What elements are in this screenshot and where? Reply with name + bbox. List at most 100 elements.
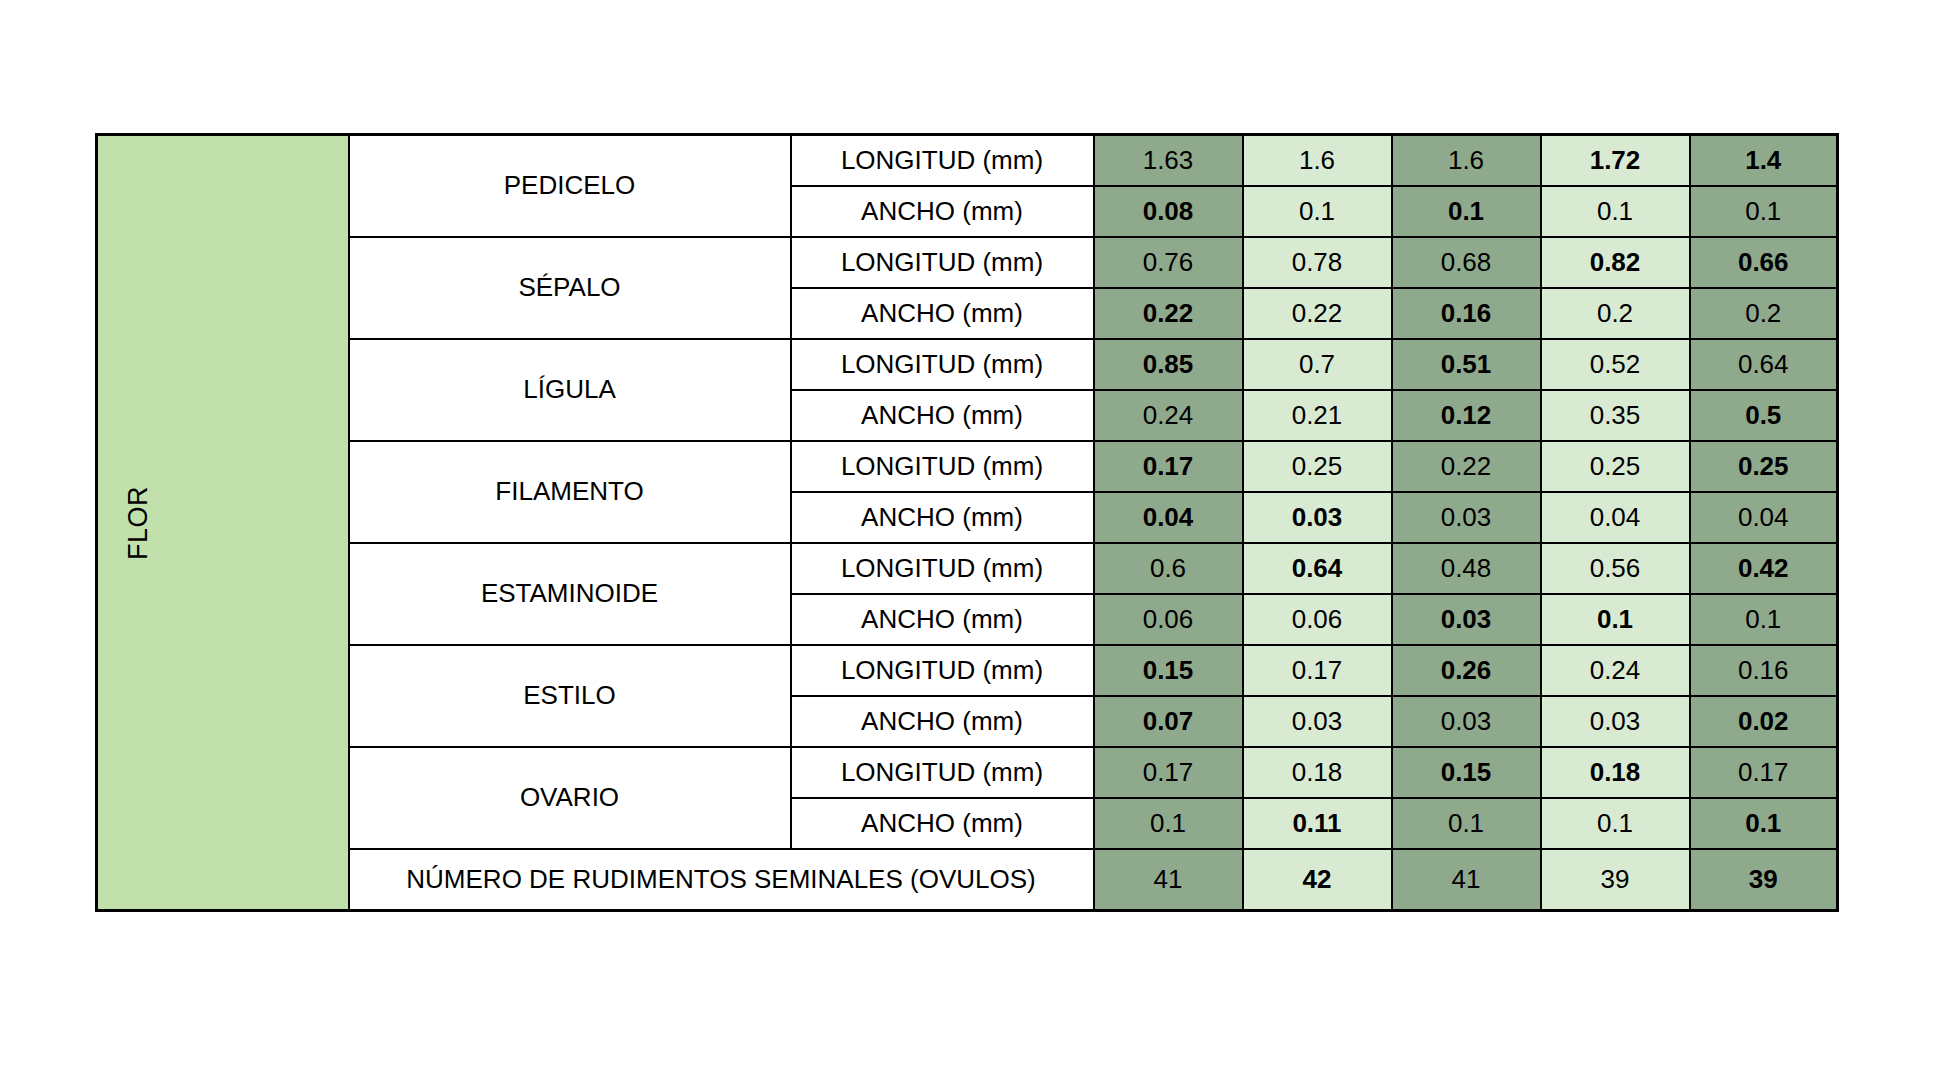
part-name-cell: LÍGULA (349, 339, 791, 441)
value-cell: 0.04 (1541, 492, 1690, 543)
value-cell: 0.25 (1243, 441, 1392, 492)
measure-label-cell: ANCHO (mm) (791, 798, 1094, 849)
table-row: ESTAMINOIDELONGITUD (mm)0.60.640.480.560… (97, 543, 1838, 594)
part-name-cell: ESTILO (349, 645, 791, 747)
value-cell: 0.16 (1392, 288, 1541, 339)
value-cell: 0.06 (1094, 594, 1243, 645)
part-name-cell: SÉPALO (349, 237, 791, 339)
value-cell: 0.1 (1243, 186, 1392, 237)
value-cell: 0.18 (1541, 747, 1690, 798)
value-cell: 0.1 (1690, 594, 1838, 645)
value-cell: 0.22 (1392, 441, 1541, 492)
measure-label-cell: LONGITUD (mm) (791, 645, 1094, 696)
value-cell: 42 (1243, 849, 1392, 911)
value-cell: 0.17 (1690, 747, 1838, 798)
flower-table-body: FLORPEDICELOLONGITUD (mm)1.631.61.61.721… (97, 135, 1838, 911)
value-cell: 0.04 (1690, 492, 1838, 543)
table-row: OVARIOLONGITUD (mm)0.170.180.150.180.17 (97, 747, 1838, 798)
value-cell: 0.64 (1243, 543, 1392, 594)
value-cell: 0.21 (1243, 390, 1392, 441)
measure-label-cell: LONGITUD (mm) (791, 543, 1094, 594)
part-name-cell: OVARIO (349, 747, 791, 849)
value-cell: 0.25 (1541, 441, 1690, 492)
value-cell: 0.1 (1541, 594, 1690, 645)
measure-label-cell: ANCHO (mm) (791, 492, 1094, 543)
table-row: ESTILOLONGITUD (mm)0.150.170.260.240.16 (97, 645, 1838, 696)
measure-label-cell: LONGITUD (mm) (791, 339, 1094, 390)
value-cell: 0.02 (1690, 696, 1838, 747)
value-cell: 0.5 (1690, 390, 1838, 441)
value-cell: 0.2 (1690, 288, 1838, 339)
value-cell: 0.64 (1690, 339, 1838, 390)
value-cell: 0.1 (1690, 798, 1838, 849)
part-name-cell: FILAMENTO (349, 441, 791, 543)
value-cell: 0.85 (1094, 339, 1243, 390)
value-cell: 0.06 (1243, 594, 1392, 645)
value-cell: 0.76 (1094, 237, 1243, 288)
table-row: FILAMENTOLONGITUD (mm)0.170.250.220.250.… (97, 441, 1838, 492)
table-row: LÍGULALONGITUD (mm)0.850.70.510.520.64 (97, 339, 1838, 390)
value-cell: 0.22 (1243, 288, 1392, 339)
value-cell: 1.4 (1690, 135, 1838, 186)
group-label-flor: FLOR (124, 485, 154, 559)
value-cell: 0.1 (1541, 798, 1690, 849)
value-cell: 1.63 (1094, 135, 1243, 186)
value-cell: 0.56 (1541, 543, 1690, 594)
part-name-cell: PEDICELO (349, 135, 791, 237)
value-cell: 1.72 (1541, 135, 1690, 186)
value-cell: 0.12 (1392, 390, 1541, 441)
measure-label-cell: LONGITUD (mm) (791, 237, 1094, 288)
value-cell: 39 (1690, 849, 1838, 911)
value-cell: 41 (1094, 849, 1243, 911)
measure-label-cell: ANCHO (mm) (791, 186, 1094, 237)
value-cell: 0.07 (1094, 696, 1243, 747)
value-cell: 0.08 (1094, 186, 1243, 237)
value-cell: 0.1 (1094, 798, 1243, 849)
value-cell: 0.03 (1243, 492, 1392, 543)
value-cell: 0.68 (1392, 237, 1541, 288)
value-cell: 0.2 (1541, 288, 1690, 339)
value-cell: 0.16 (1690, 645, 1838, 696)
value-cell: 0.1 (1392, 186, 1541, 237)
table-row: FLORPEDICELOLONGITUD (mm)1.631.61.61.721… (97, 135, 1838, 186)
measure-label-cell: ANCHO (mm) (791, 390, 1094, 441)
measure-label-cell: ANCHO (mm) (791, 696, 1094, 747)
measure-label-cell: LONGITUD (mm) (791, 441, 1094, 492)
value-cell: 0.03 (1243, 696, 1392, 747)
value-cell: 0.1 (1690, 186, 1838, 237)
value-cell: 41 (1392, 849, 1541, 911)
measure-label-cell: LONGITUD (mm) (791, 135, 1094, 186)
value-cell: 0.18 (1243, 747, 1392, 798)
value-cell: 0.03 (1392, 492, 1541, 543)
value-cell: 0.7 (1243, 339, 1392, 390)
value-cell: 0.1 (1541, 186, 1690, 237)
value-cell: 0.04 (1094, 492, 1243, 543)
group-cell-flor: FLOR (97, 135, 349, 911)
value-cell: 0.26 (1392, 645, 1541, 696)
value-cell: 0.17 (1243, 645, 1392, 696)
measure-label-cell: ANCHO (mm) (791, 594, 1094, 645)
measure-label-cell: LONGITUD (mm) (791, 747, 1094, 798)
value-cell: 0.52 (1541, 339, 1690, 390)
value-cell: 0.78 (1243, 237, 1392, 288)
value-cell: 0.35 (1541, 390, 1690, 441)
value-cell: 0.24 (1541, 645, 1690, 696)
footer-label-cell: NÚMERO DE RUDIMENTOS SEMINALES (OVULOS) (349, 849, 1094, 911)
value-cell: 0.24 (1094, 390, 1243, 441)
value-cell: 0.17 (1094, 441, 1243, 492)
table-row: SÉPALOLONGITUD (mm)0.760.780.680.820.66 (97, 237, 1838, 288)
value-cell: 0.11 (1243, 798, 1392, 849)
value-cell: 0.03 (1392, 696, 1541, 747)
value-cell: 0.15 (1094, 645, 1243, 696)
value-cell: 39 (1541, 849, 1690, 911)
value-cell: 0.66 (1690, 237, 1838, 288)
part-name-cell: ESTAMINOIDE (349, 543, 791, 645)
value-cell: 0.17 (1094, 747, 1243, 798)
value-cell: 1.6 (1243, 135, 1392, 186)
value-cell: 0.22 (1094, 288, 1243, 339)
value-cell: 0.1 (1392, 798, 1541, 849)
value-cell: 0.6 (1094, 543, 1243, 594)
flower-measurements-table: FLORPEDICELOLONGITUD (mm)1.631.61.61.721… (95, 133, 1839, 912)
value-cell: 0.82 (1541, 237, 1690, 288)
value-cell: 0.25 (1690, 441, 1838, 492)
